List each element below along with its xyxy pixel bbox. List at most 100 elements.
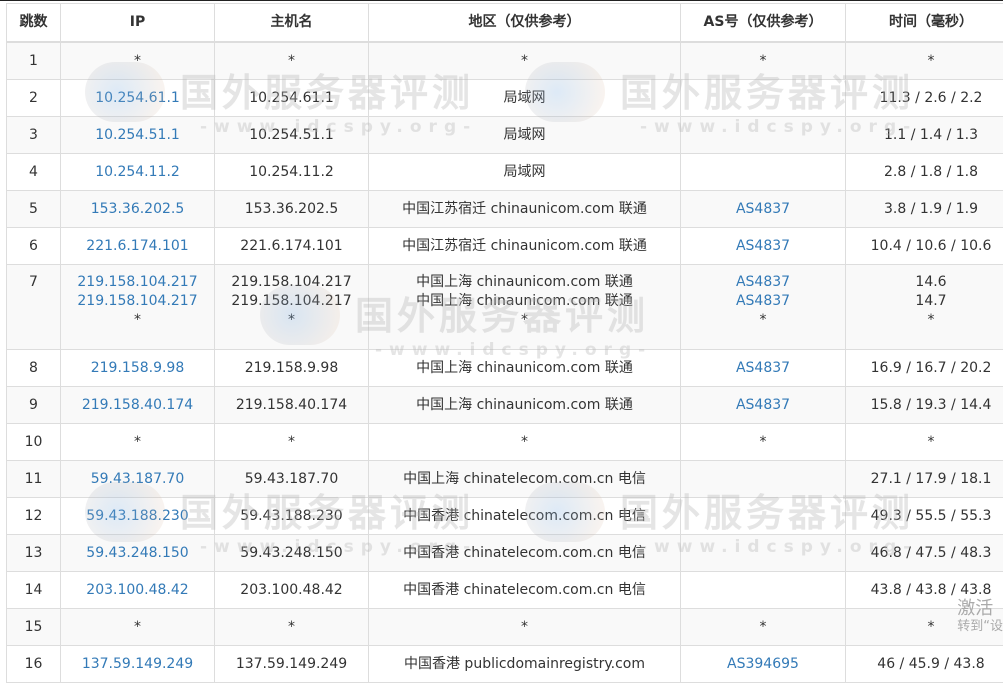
region-cell-text: 中国上海 chinaunicom.com 联通: [373, 359, 676, 378]
hop-cell: 6: [7, 228, 61, 265]
ip-link[interactable]: 59.43.248.150: [65, 544, 210, 563]
region-cell: 局域网: [369, 80, 681, 117]
region-cell: 局域网: [369, 154, 681, 191]
hostname-cell-text: 221.6.174.101: [219, 237, 364, 256]
hostname-cell: 203.100.48.42: [215, 572, 369, 609]
ip-cell: *: [61, 609, 215, 646]
as-cell: AS4837: [681, 191, 846, 228]
ip-link[interactable]: 59.43.188.230: [65, 507, 210, 526]
as-link[interactable]: AS4837: [685, 396, 841, 415]
as-cell: [681, 154, 846, 191]
time-cell-text: 10.4 / 10.6 / 10.6: [850, 237, 1003, 256]
hop-cell: 10: [7, 424, 61, 461]
ip-link[interactable]: 153.36.202.5: [65, 200, 210, 219]
as-link[interactable]: AS4837: [685, 273, 841, 292]
time-cell-text: 14.6: [850, 273, 1003, 292]
ip-link[interactable]: 203.100.48.42: [65, 581, 210, 600]
time-cell: *: [846, 424, 1003, 461]
traceroute-table: 跳数 IP 主机名 地区（仅供参考） AS号（仅供参考） 时间（毫秒） 1***…: [6, 3, 1003, 683]
as-link[interactable]: AS4837: [685, 200, 841, 219]
ip-link[interactable]: 137.59.149.249: [65, 655, 210, 674]
as-link[interactable]: AS4837: [685, 359, 841, 378]
hop-cell: 4: [7, 154, 61, 191]
hostname-cell-text: 203.100.48.42: [219, 581, 364, 600]
hostname-cell-text: *: [219, 311, 364, 330]
windows-activation-notice: 激活 转到“设: [957, 599, 1003, 635]
as-cell-text: *: [685, 618, 841, 637]
ip-link[interactable]: 219.158.40.174: [65, 396, 210, 415]
time-cell: 2.8 / 1.8 / 1.8: [846, 154, 1003, 191]
col-ip: IP: [61, 4, 215, 43]
col-time: 时间（毫秒）: [846, 4, 1003, 43]
region-cell: 局域网: [369, 117, 681, 154]
ip-link[interactable]: 10.254.61.1: [65, 89, 210, 108]
hop-cell: 2: [7, 80, 61, 117]
ip-cell: *: [61, 42, 215, 80]
region-cell-text: *: [373, 52, 676, 71]
ip-link[interactable]: 219.158.104.217: [65, 273, 210, 292]
ip-link[interactable]: 10.254.11.2: [65, 163, 210, 182]
as-link[interactable]: AS4837: [685, 237, 841, 256]
ip-link[interactable]: 219.158.9.98: [65, 359, 210, 378]
region-cell: *: [369, 42, 681, 80]
hop-cell: 11: [7, 461, 61, 498]
time-cell: 46 / 45.9 / 43.8: [846, 646, 1003, 683]
time-cell: 11.3 / 2.6 / 2.2: [846, 80, 1003, 117]
hostname-cell-text: 59.43.248.150: [219, 544, 364, 563]
region-cell-text: 中国上海 chinaunicom.com 联通: [373, 292, 676, 311]
time-cell: 49.3 / 55.5 / 55.3: [846, 498, 1003, 535]
as-link[interactable]: AS394695: [685, 655, 841, 674]
col-hop: 跳数: [7, 4, 61, 43]
region-cell: *: [369, 609, 681, 646]
time-cell-text: 46 / 45.9 / 43.8: [850, 655, 1003, 674]
time-cell: 3.8 / 1.9 / 1.9: [846, 191, 1003, 228]
ip-link[interactable]: 59.43.187.70: [65, 470, 210, 489]
region-cell-text: 中国香港 chinatelecom.com.cn 电信: [373, 544, 676, 563]
region-cell-text: 中国江苏宿迁 chinaunicom.com 联通: [373, 200, 676, 219]
ip-link[interactable]: 219.158.104.217: [65, 292, 210, 311]
hop-cell: 13: [7, 535, 61, 572]
hostname-cell: 10.254.11.2: [215, 154, 369, 191]
hop-cell: 1: [7, 42, 61, 80]
region-cell-text: 中国香港 publicdomainregistry.com: [373, 655, 676, 674]
region-cell: 中国香港 chinatelecom.com.cn 电信: [369, 572, 681, 609]
ip-cell: 137.59.149.249: [61, 646, 215, 683]
time-cell-text: 16.9 / 16.7 / 20.2: [850, 359, 1003, 378]
as-link[interactable]: AS4837: [685, 292, 841, 311]
time-cell-text: 27.1 / 17.9 / 18.1: [850, 470, 1003, 489]
region-cell-text: 中国香港 chinatelecom.com.cn 电信: [373, 507, 676, 526]
time-cell: 16.9 / 16.7 / 20.2: [846, 350, 1003, 387]
as-cell: [681, 80, 846, 117]
ip-cell: 10.254.51.1: [61, 117, 215, 154]
time-cell-text: 46.8 / 47.5 / 48.3: [850, 544, 1003, 563]
ip-cell: 10.254.61.1: [61, 80, 215, 117]
table-row: 1*****: [7, 42, 1003, 80]
region-cell-text: 中国上海 chinaunicom.com 联通: [373, 396, 676, 415]
time-cell-text: 14.7: [850, 292, 1003, 311]
region-cell: 中国上海 chinaunicom.com 联通: [369, 350, 681, 387]
ip-cell: 219.158.40.174: [61, 387, 215, 424]
hop-cell: 8: [7, 350, 61, 387]
col-hostname: 主机名: [215, 4, 369, 43]
time-cell: 1.1 / 1.4 / 1.3: [846, 117, 1003, 154]
hop-cell: 16: [7, 646, 61, 683]
hostname-cell: *: [215, 424, 369, 461]
ip-link[interactable]: 221.6.174.101: [65, 237, 210, 256]
as-cell: AS4837: [681, 350, 846, 387]
ip-cell: 59.43.187.70: [61, 461, 215, 498]
region-cell: 中国香港 chinatelecom.com.cn 电信: [369, 535, 681, 572]
region-cell-text: 中国上海 chinaunicom.com 联通: [373, 273, 676, 292]
col-region: 地区（仅供参考）: [369, 4, 681, 43]
as-cell: AS4837: [681, 228, 846, 265]
region-cell-text: 中国上海 chinatelecom.com.cn 电信: [373, 470, 676, 489]
as-cell: *: [681, 424, 846, 461]
ip-link[interactable]: 10.254.51.1: [65, 126, 210, 145]
time-cell-text: *: [850, 52, 1003, 71]
time-cell-text: 1.1 / 1.4 / 1.3: [850, 126, 1003, 145]
